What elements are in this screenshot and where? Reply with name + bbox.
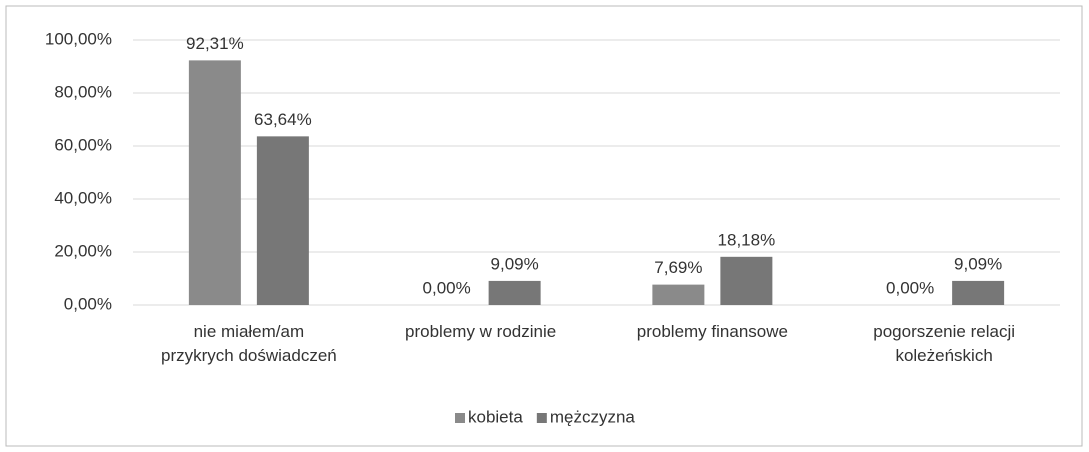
x-tick-label: pogorszenie relacji koleżeńskich <box>873 322 1015 365</box>
y-tick-label: 60,00% <box>54 135 112 154</box>
x-tick-label: nie miałem/am przykrych doświadczeń <box>161 322 337 365</box>
y-tick-label: 0,00% <box>64 294 112 313</box>
y-tick-label: 100,00% <box>45 29 112 48</box>
legend-label: mężczyzna <box>550 407 636 426</box>
x-tick-label-line: nie miałem/am <box>194 322 305 341</box>
chart-border <box>5 5 1083 447</box>
value-label: 9,09% <box>491 254 539 273</box>
bar <box>952 280 1005 305</box>
value-label: 7,69% <box>654 258 702 277</box>
bar <box>652 284 705 305</box>
value-label: 9,09% <box>954 254 1002 273</box>
x-tick-label-line: problemy w rodzinie <box>405 322 556 341</box>
legend-swatch <box>455 413 465 423</box>
y-tick-label: 40,00% <box>54 188 112 207</box>
bar <box>256 136 309 305</box>
x-tick-label-line: pogorszenie relacji <box>873 322 1015 341</box>
bar <box>488 280 541 305</box>
legend-label: kobieta <box>468 407 523 426</box>
x-tick-label: problemy w rodzinie <box>405 322 556 341</box>
value-label: 18,18% <box>718 230 776 249</box>
x-tick-label: problemy finansowe <box>637 322 788 341</box>
x-tick-label-line: przykrych doświadczeń <box>161 346 337 365</box>
value-label: 63,64% <box>254 110 312 129</box>
y-tick-label: 80,00% <box>54 82 112 101</box>
x-tick-label-line: koleżeńskich <box>895 346 992 365</box>
y-tick-label: 20,00% <box>54 241 112 260</box>
value-label: 92,31% <box>186 34 244 53</box>
bar <box>188 60 241 305</box>
x-tick-label-line: problemy finansowe <box>637 322 788 341</box>
bar <box>720 256 773 305</box>
legend-swatch <box>536 413 547 423</box>
value-label: 0,00% <box>886 278 934 297</box>
value-label: 0,00% <box>423 278 471 297</box>
